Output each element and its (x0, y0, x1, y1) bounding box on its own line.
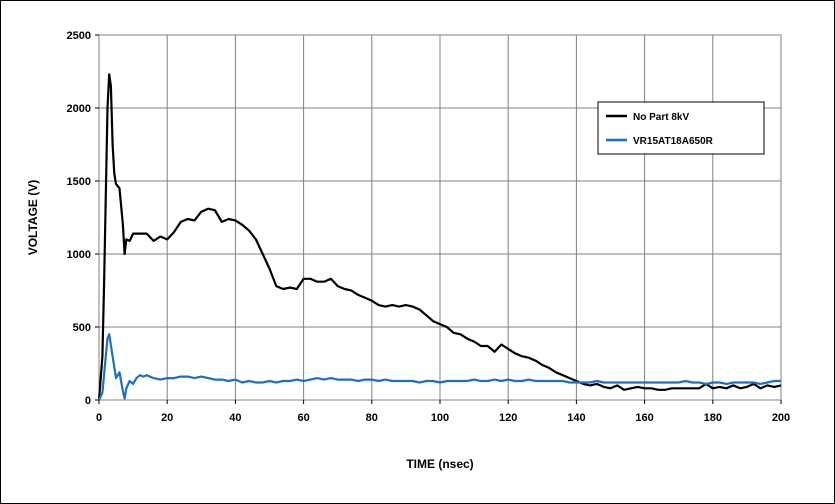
x-tick-label: 0 (96, 412, 102, 424)
y-tick-label: 2000 (67, 103, 91, 115)
x-tick-label: 120 (499, 412, 517, 424)
series-line-vr15at18a650r (98, 333, 781, 401)
x-tick-label: 100 (431, 412, 449, 424)
x-tick-label: 140 (567, 412, 585, 424)
y-tick-label: 2500 (67, 30, 91, 42)
x-tick-label: 40 (229, 412, 241, 424)
series-line-no-part-8kv (97, 73, 782, 401)
x-tick-label: 200 (772, 412, 790, 424)
y-tick-label: 500 (73, 322, 91, 334)
legend-label-vr15at18a650r: VR15AT18A650R (633, 136, 714, 147)
legend: No Part 8kV VR15AT18A650R (597, 101, 765, 155)
y-tick-label: 1000 (67, 249, 91, 261)
x-tick-label: 20 (161, 412, 173, 424)
legend-box (597, 101, 765, 155)
x-axis-label: TIME (nsec) (406, 457, 473, 471)
x-tick-label: 60 (297, 412, 309, 424)
x-tick-label: 80 (366, 412, 378, 424)
ticks: 0 20 40 60 80 100 120 140 160 180 2000500100015002… (67, 30, 791, 424)
y-axis-label: VOLTAGE (V) (26, 180, 40, 256)
x-tick-label: 180 (704, 412, 722, 424)
legend-label-no-part: No Part 8kV (633, 112, 689, 123)
y-tick-label: 1500 (67, 176, 91, 188)
y-tick-label: 0 (85, 395, 91, 407)
series-lines (97, 73, 782, 401)
x-tick-label: 160 (635, 412, 653, 424)
